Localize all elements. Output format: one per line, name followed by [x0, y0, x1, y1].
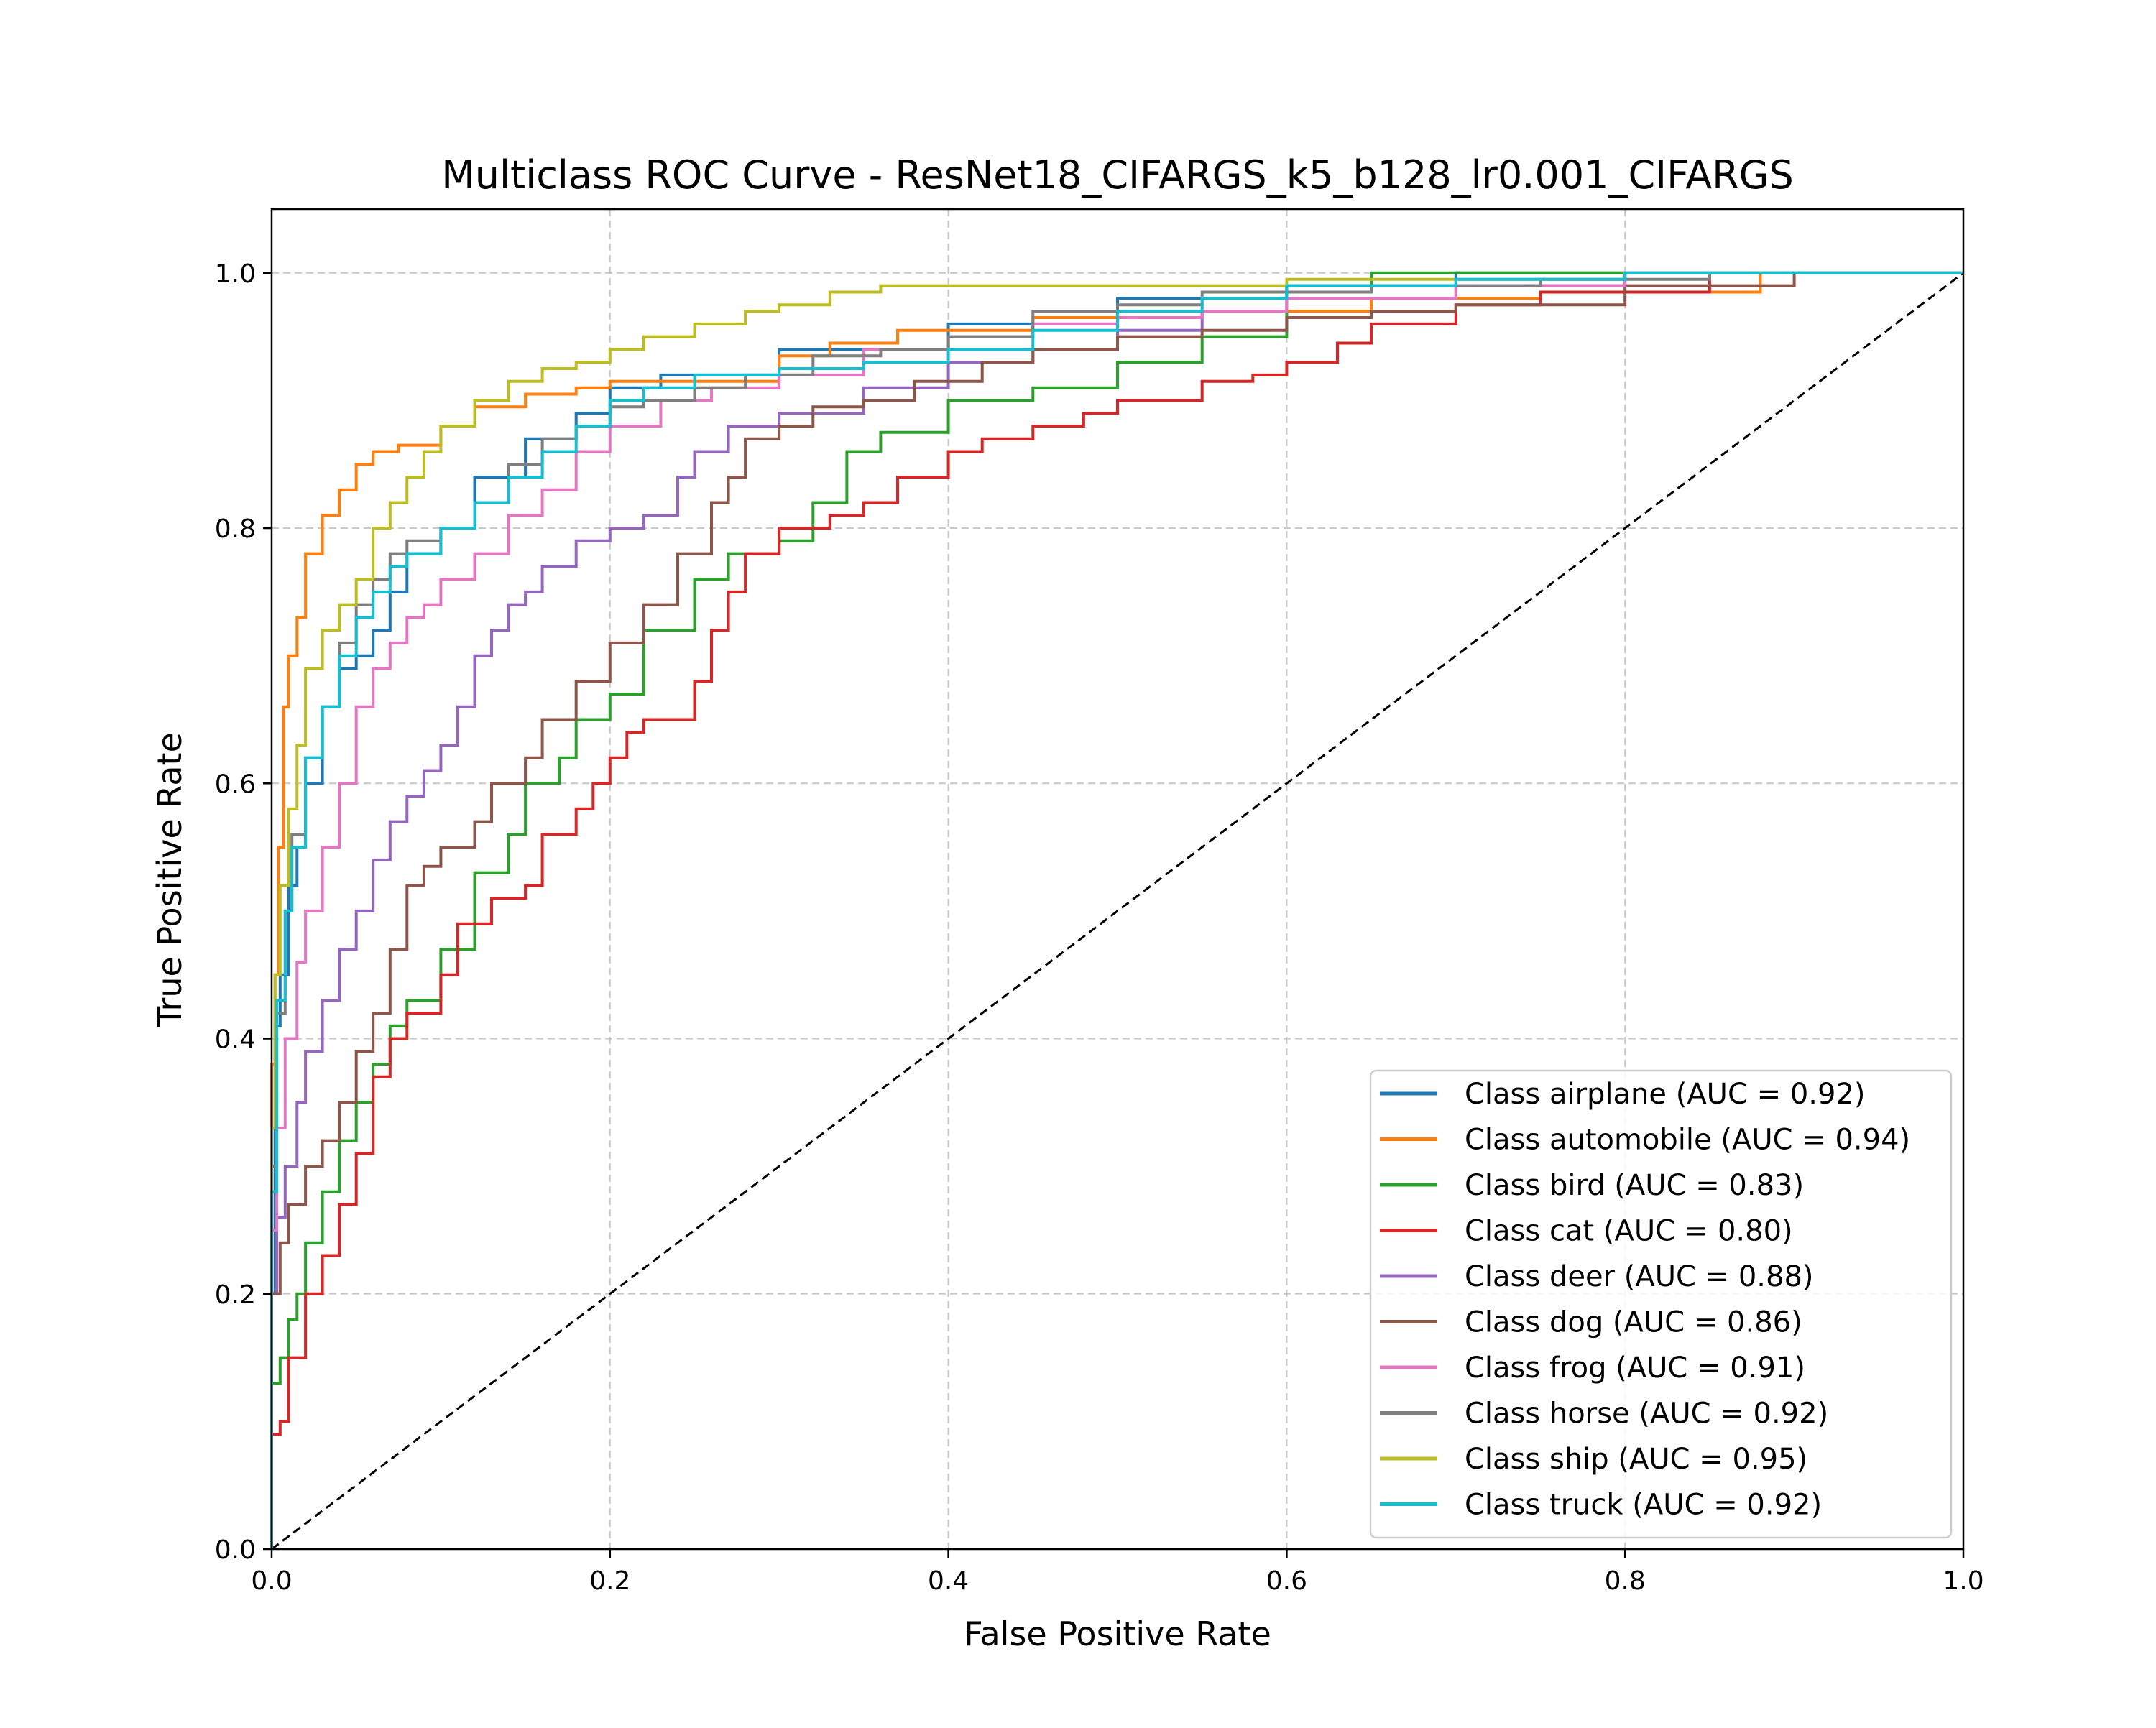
legend-label-ship: Class ship (AUC = 0.95) — [1465, 1443, 1807, 1476]
y-axis-label: True Positive Rate — [150, 732, 189, 1027]
legend-label-automobile: Class automobile (AUC = 0.94) — [1465, 1124, 1910, 1157]
roc-curve-bird — [270, 271, 1963, 1549]
legend-label-bird: Class bird (AUC = 0.83) — [1465, 1169, 1804, 1202]
y-tick-label: 1.0 — [215, 259, 256, 289]
y-axis-ticks: 0.0 0.2 0.4 0.6 0.8 1.0 — [215, 259, 272, 1565]
legend: Class airplane (AUC = 0.92) Class automob… — [1369, 1069, 1953, 1539]
roc-curve-cat — [270, 271, 1963, 1549]
x-tick-label: 0.6 — [1266, 1566, 1307, 1596]
y-tick-label: 0.6 — [215, 770, 256, 799]
x-tick-label: 1.0 — [1943, 1566, 1984, 1596]
legend-label-horse: Class horse (AUC = 0.92) — [1465, 1397, 1828, 1431]
roc-curve-truck — [270, 271, 1963, 1549]
legend-label-dog: Class dog (AUC = 0.86) — [1465, 1306, 1802, 1339]
y-tick-label: 0.2 — [215, 1280, 256, 1310]
legend-label-frog: Class frog (AUC = 0.91) — [1465, 1352, 1805, 1385]
x-tick-label: 0.8 — [1605, 1566, 1646, 1596]
x-tick-label: 0.0 — [251, 1566, 292, 1596]
plot-area-frame — [270, 208, 1965, 1551]
y-tick-label: 0.4 — [215, 1025, 256, 1055]
legend-label-cat: Class cat (AUC = 0.80) — [1465, 1215, 1793, 1248]
y-tick-label: 0.0 — [215, 1535, 256, 1565]
roc-curves — [270, 271, 1963, 1549]
roc-curve-ship — [270, 271, 1963, 1549]
x-axis-ticks: 0.0 0.2 0.4 0.6 0.8 1.0 — [251, 1549, 1984, 1596]
reference-diagonal — [271, 272, 1964, 1551]
x-tick-label: 0.2 — [589, 1566, 630, 1596]
x-axis-label: False Positive Rate — [964, 1614, 1271, 1653]
legend-label-deer: Class deer (AUC = 0.88) — [1465, 1260, 1814, 1293]
y-tick-label: 0.8 — [215, 514, 256, 544]
chance-diagonal-line — [271, 272, 1964, 1551]
legend-label-truck: Class truck (AUC = 0.92) — [1465, 1489, 1822, 1522]
chart-title: Multiclass ROC Curve - ResNet18_CIFARGS_… — [441, 152, 1794, 198]
roc-curve-dog — [270, 271, 1963, 1549]
x-tick-label: 0.4 — [928, 1566, 969, 1596]
legend-entries: Class airplane (AUC = 0.92) Class automob… — [1380, 1078, 1910, 1522]
legend-box — [1369, 1069, 1953, 1539]
legend-label-airplane: Class airplane (AUC = 0.92) — [1465, 1078, 1866, 1111]
